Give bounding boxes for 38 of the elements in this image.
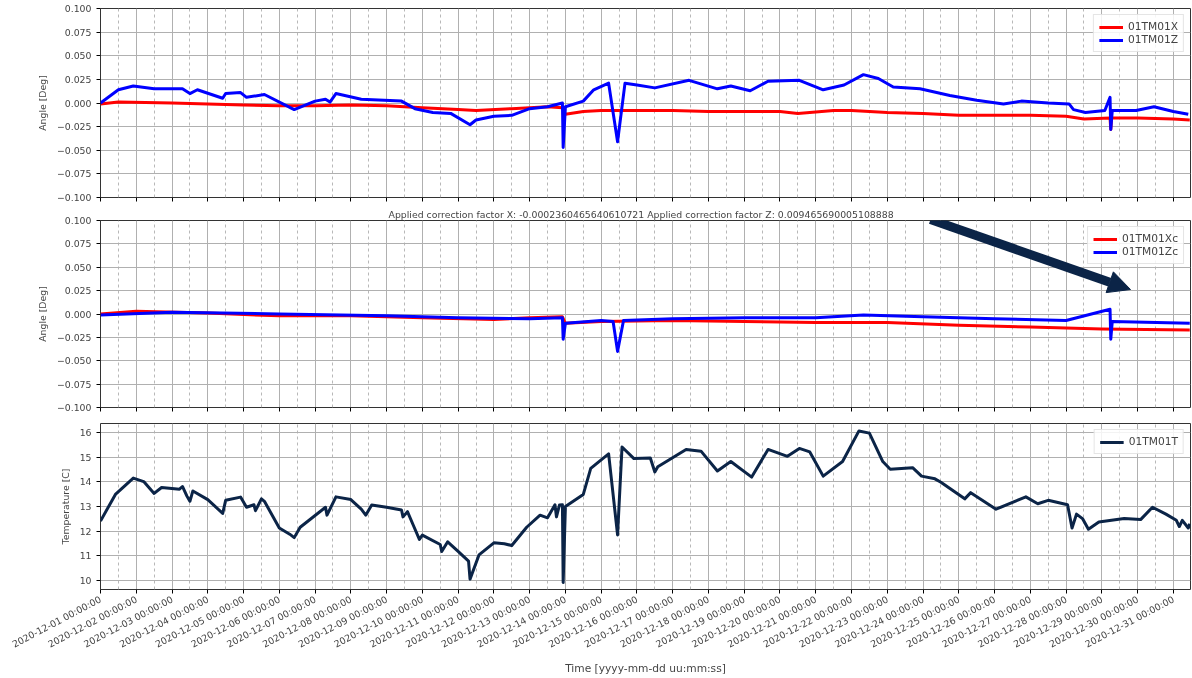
y-tick-label: 11 [79, 550, 92, 562]
y-tick-label: 10 [79, 575, 92, 587]
line-series [100, 429, 1191, 585]
y-tick-label: −0.100 [56, 402, 92, 413]
line-series [100, 73, 1190, 149]
y-tick-label: −0.075 [56, 168, 92, 180]
y-axis-title: Temperature [C] [59, 468, 71, 546]
y-tick-label: −0.025 [56, 121, 92, 133]
y-tick-label: −0.050 [56, 144, 92, 156]
y-tick-label: 0.025 [64, 285, 92, 297]
x-axis-title: Time [yyyy-mm-dd uu:mm:ss] [564, 662, 726, 676]
y-tick-label: 0.050 [64, 261, 92, 273]
y-tick-label: 0.025 [64, 73, 92, 85]
legend-label: 01TM01Zc [1122, 245, 1178, 258]
legend-label: 01TM01X [1127, 20, 1178, 33]
y-axis-title: Angle [Deg] [36, 286, 48, 342]
y-tick-label: 15 [79, 451, 92, 463]
y-tick-label: 0.050 [64, 50, 92, 62]
y-tick-label: 0.100 [64, 215, 92, 226]
y-tick-label: −0.050 [56, 355, 92, 367]
y-tick-label: 0.000 [64, 97, 92, 109]
y-tick-label: 14 [79, 476, 92, 488]
y-tick-label: −0.025 [56, 331, 92, 343]
y-tick-label: 0.100 [64, 3, 92, 14]
y-tick-label: −0.075 [56, 378, 92, 390]
y-tick-label: 12 [79, 525, 92, 537]
y-tick-label: 13 [79, 501, 92, 512]
y-tick-label: 0.000 [64, 308, 92, 320]
y-tick-label: 16 [79, 426, 92, 438]
y-axis-title: Angle [Deg] [36, 75, 48, 131]
chart-title: Applied correction factor X: -0.0002360465640610721 Applied correction factor Z: 0.009465690005108888 [388, 208, 894, 220]
line-series [100, 307, 1191, 353]
y-tick-label: −0.100 [56, 192, 92, 203]
legend-label: 01TM01Xc [1122, 232, 1178, 245]
legend-label: 01TM01Z [1127, 33, 1178, 46]
y-tick-label: 0.075 [64, 26, 92, 38]
y-tick-label: 0.075 [64, 238, 92, 250]
legend-label: 01TM01T [1128, 435, 1178, 448]
